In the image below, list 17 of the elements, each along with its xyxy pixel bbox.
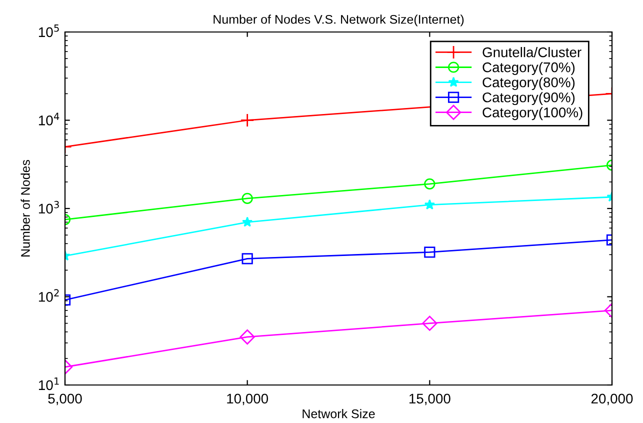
x-tick-label: 5,000: [48, 394, 82, 406]
x-tick-label: 10,000: [227, 394, 268, 406]
x-tick-label: 15,000: [409, 394, 450, 406]
y-tick-label: 10$^{5}$: [38, 24, 59, 38]
y-tick-label: 10$^{1}$: [38, 378, 59, 390]
legend-label: Category(70%): [482, 62, 575, 75]
legend-label: Category(80%): [482, 77, 575, 90]
legend-label: Category(90%): [482, 92, 575, 106]
legend-label: Gnutella/Cluster: [482, 47, 582, 58]
y-tick-label: 10$^{4}$: [38, 112, 60, 126]
x-axis-title: Network Size: [302, 409, 375, 418]
y-axis-title: Number of Nodes: [20, 160, 30, 256]
legend-label: Category(100%): [482, 107, 582, 120]
y-tick-label: 10$^{2}$: [38, 289, 59, 302]
chart-title: Number of Nodes V.S. Network Size(Internet): [214, 14, 464, 26]
x-tick-label: 20,000: [591, 394, 633, 406]
y-tick-label: 10$^{3}$: [38, 200, 59, 214]
